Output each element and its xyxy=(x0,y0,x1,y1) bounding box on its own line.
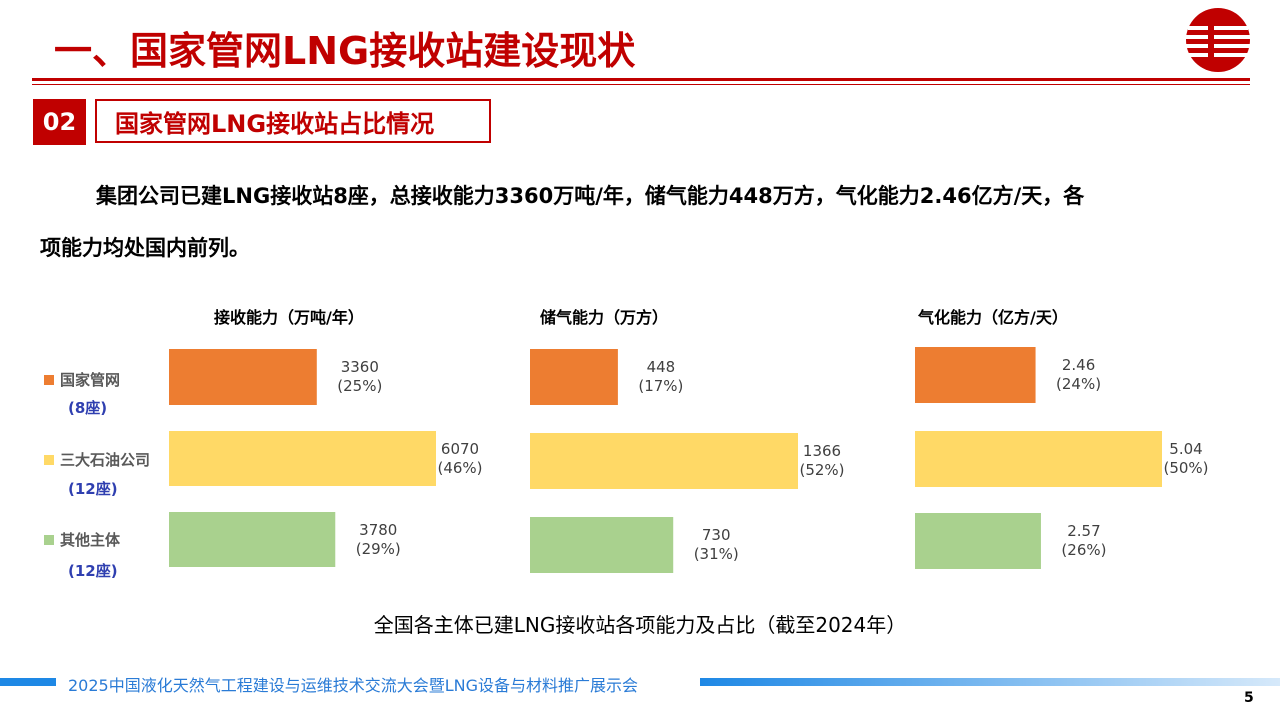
value-label: 5.04 xyxy=(1169,440,1202,458)
percent-label: (52%) xyxy=(799,461,844,479)
value-label: 3780 xyxy=(359,521,397,539)
legend-count: (12座) xyxy=(68,562,118,580)
footer-bar-left xyxy=(0,678,56,686)
slide-title: 一、国家管网LNG接收站建设现状 xyxy=(54,29,636,73)
percent-label: (50%) xyxy=(1163,459,1208,477)
percent-label: (46%) xyxy=(437,459,482,477)
company-logo xyxy=(1186,8,1250,72)
bar xyxy=(169,349,317,405)
legend-item-state-pipeline: 国家管网 xyxy=(44,369,120,390)
legend-item-other-entities: 其他主体 xyxy=(44,529,120,550)
legend-swatch xyxy=(44,534,54,545)
header-rule-thin xyxy=(32,84,1250,85)
footer-text: 2025中国液化天然气工程建设与运维技术交流大会暨LNG设备与材料推广展示会 xyxy=(68,676,639,695)
legend-count: (12座) xyxy=(68,480,118,498)
chart-title: 储气能力（万方） xyxy=(539,308,668,327)
value-label: 448 xyxy=(647,358,676,376)
bar xyxy=(169,431,436,486)
bar xyxy=(530,433,798,489)
summary-paragraph-line1: 集团公司已建LNG接收站8座，总接收能力3360万吨/年，储气能力448万方，气… xyxy=(96,184,1085,208)
bar xyxy=(915,431,1162,487)
bar xyxy=(169,512,336,567)
footer-bar-right xyxy=(700,678,1280,686)
chart-2: 储气能力（万方） 448(17%) 1366(52%) 730(31%) xyxy=(530,308,845,573)
chart-1: 接收能力（万吨/年） 3360(25%) 6070(46%) 3780(29%) xyxy=(169,308,483,567)
value-label: 730 xyxy=(702,526,731,544)
value-label: 2.46 xyxy=(1062,356,1095,374)
percent-label: (29%) xyxy=(356,540,401,558)
percent-label: (17%) xyxy=(638,377,683,395)
header-rule xyxy=(32,78,1250,81)
legend-label: 三大石油公司 xyxy=(60,451,151,469)
bar xyxy=(915,513,1041,569)
value-label: 3360 xyxy=(341,358,379,376)
bar xyxy=(915,347,1036,403)
value-label: 2.57 xyxy=(1067,522,1100,540)
section-title: 国家管网LNG接收站占比情况 xyxy=(95,99,491,143)
percent-label: (26%) xyxy=(1061,541,1106,559)
chart-title: 接收能力（万吨/年） xyxy=(214,308,364,327)
value-label: 6070 xyxy=(441,440,479,458)
percent-label: (25%) xyxy=(337,377,382,395)
bar xyxy=(530,517,674,573)
summary-paragraph-line2: 项能力均处国内前列。 xyxy=(40,236,250,260)
legend-item-big-three-oil: 三大石油公司 xyxy=(44,449,150,470)
section-number-badge: 02 xyxy=(33,99,86,145)
bar xyxy=(530,349,618,405)
percent-label: (24%) xyxy=(1056,375,1101,393)
legend-swatch xyxy=(44,374,54,385)
legend-count: (8座) xyxy=(68,399,108,417)
legend-swatch xyxy=(44,454,54,465)
page-number: 5 xyxy=(1244,690,1254,706)
value-label: 1366 xyxy=(803,442,841,460)
chart-caption: 全国各主体已建LNG接收站各项能力及占比（截至2024年） xyxy=(373,613,907,637)
chart-3: 气化能力（亿方/天） 2.46(24%) 5.04(50%) 2.57(26%) xyxy=(915,308,1209,569)
chart-title: 气化能力（亿方/天） xyxy=(917,308,1068,327)
legend-label: 其他主体 xyxy=(60,531,121,549)
percent-label: (31%) xyxy=(694,545,739,563)
legend-label: 国家管网 xyxy=(60,371,121,389)
